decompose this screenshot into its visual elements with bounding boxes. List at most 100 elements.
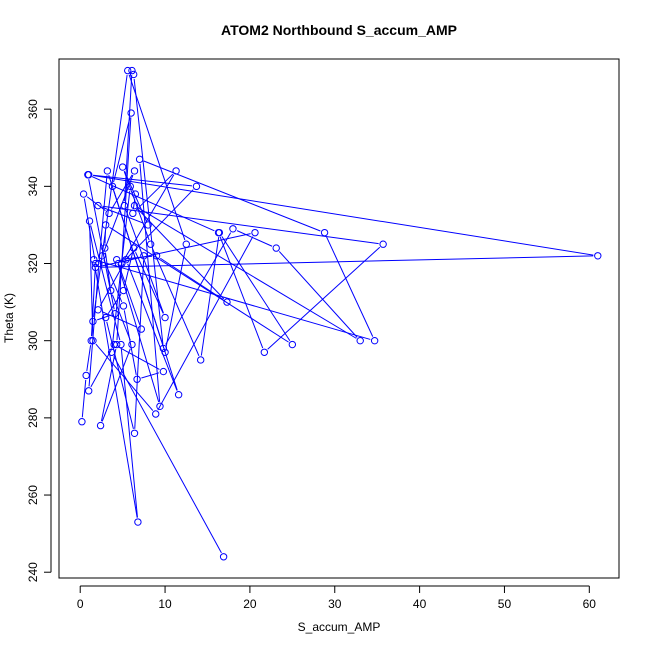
data-point: [196, 356, 205, 364]
series-segment: [91, 176, 215, 232]
data-point: [105, 209, 113, 218]
series-segment: [113, 355, 222, 554]
series-segment: [128, 74, 186, 241]
series-segment: [124, 75, 133, 202]
y-tick-label: 240: [26, 562, 40, 582]
series-segment: [326, 236, 374, 337]
data-point: [90, 255, 98, 264]
series-segment: [133, 78, 164, 344]
data-point: [356, 336, 364, 345]
series-segment: [88, 267, 100, 387]
data-point: [127, 109, 135, 117]
data-point: [129, 70, 138, 79]
data-point: [119, 302, 128, 310]
chart-title: ATOM2 Northbound S_accum_AMP: [221, 22, 457, 38]
series-segment: [111, 190, 131, 348]
data-point: [219, 553, 228, 561]
data-point: [174, 391, 183, 399]
series-segment: [165, 232, 232, 345]
series-segment: [236, 230, 273, 247]
data-point: [107, 286, 115, 295]
series-segment: [104, 229, 107, 244]
data-point: [91, 259, 100, 268]
x-tick-label: 50: [498, 597, 512, 611]
series-segment: [106, 321, 134, 430]
x-tick-label: 40: [413, 597, 427, 611]
series-segment: [101, 348, 131, 422]
data-point: [94, 201, 102, 210]
series-points: [78, 66, 602, 561]
series-segment: [135, 173, 174, 211]
y-axis-label: Theta (K): [2, 293, 16, 343]
data-point: [101, 244, 109, 252]
series-segment: [134, 260, 145, 429]
data-point: [78, 418, 86, 426]
data-point: [91, 263, 100, 272]
series-segment: [100, 348, 117, 422]
data-point: [223, 298, 231, 306]
data-point: [117, 340, 125, 349]
data-point: [119, 286, 128, 295]
x-axis-label: S_accum_AMP: [298, 620, 381, 634]
series-segment: [93, 174, 193, 187]
series-segment: [81, 379, 87, 418]
data-point: [144, 221, 152, 229]
data-point: [152, 252, 161, 260]
y-tick-label: 360: [26, 99, 40, 119]
data-point: [229, 225, 237, 233]
series-segment: [113, 117, 131, 183]
series-segment: [132, 198, 136, 209]
x-tick-label: 60: [583, 597, 597, 611]
data-point: [120, 201, 129, 210]
series-segment: [116, 117, 132, 341]
data-point: [89, 317, 97, 326]
data-point: [98, 252, 106, 260]
data-point: [137, 325, 146, 333]
series-segment: [97, 260, 371, 340]
data-point: [146, 240, 155, 248]
data-point: [152, 410, 160, 418]
data-point: [130, 429, 139, 437]
data-point: [101, 313, 110, 322]
data-point: [215, 228, 224, 237]
series-segment: [123, 310, 137, 375]
series-segment: [94, 264, 138, 518]
data-point: [131, 190, 140, 198]
series-segment: [137, 208, 225, 300]
data-point: [251, 228, 259, 237]
x-tick-label: 30: [328, 597, 342, 611]
series-segment: [99, 255, 594, 268]
series-segment: [86, 345, 92, 372]
data-point: [107, 348, 116, 356]
data-point: [320, 228, 329, 237]
series-segment: [119, 267, 141, 326]
data-point: [130, 201, 139, 210]
data-point: [118, 163, 127, 171]
series-segment: [90, 348, 113, 388]
data-point: [130, 167, 139, 175]
data-point: [161, 313, 169, 322]
data-point: [108, 182, 117, 191]
series-lines: [81, 74, 594, 554]
data-point: [370, 336, 379, 345]
data-point: [161, 348, 169, 356]
series-segment: [138, 207, 357, 339]
data-point: [129, 209, 137, 218]
series-segment: [141, 372, 160, 379]
series-segment: [113, 190, 178, 391]
y-tick-label: 320: [26, 253, 40, 273]
data-point: [101, 221, 110, 229]
y-tick-label: 300: [26, 330, 40, 350]
x-tick-label: 10: [158, 597, 172, 611]
data-point: [85, 217, 94, 225]
series-segment: [200, 237, 220, 356]
data-point: [260, 348, 269, 356]
series-segment: [278, 251, 358, 338]
series-segment: [93, 174, 594, 256]
data-point: [140, 252, 148, 260]
data-point: [94, 306, 102, 314]
y-tick-label: 280: [26, 408, 40, 428]
data-point: [156, 402, 164, 410]
data-point: [134, 518, 142, 526]
data-point: [128, 340, 136, 349]
